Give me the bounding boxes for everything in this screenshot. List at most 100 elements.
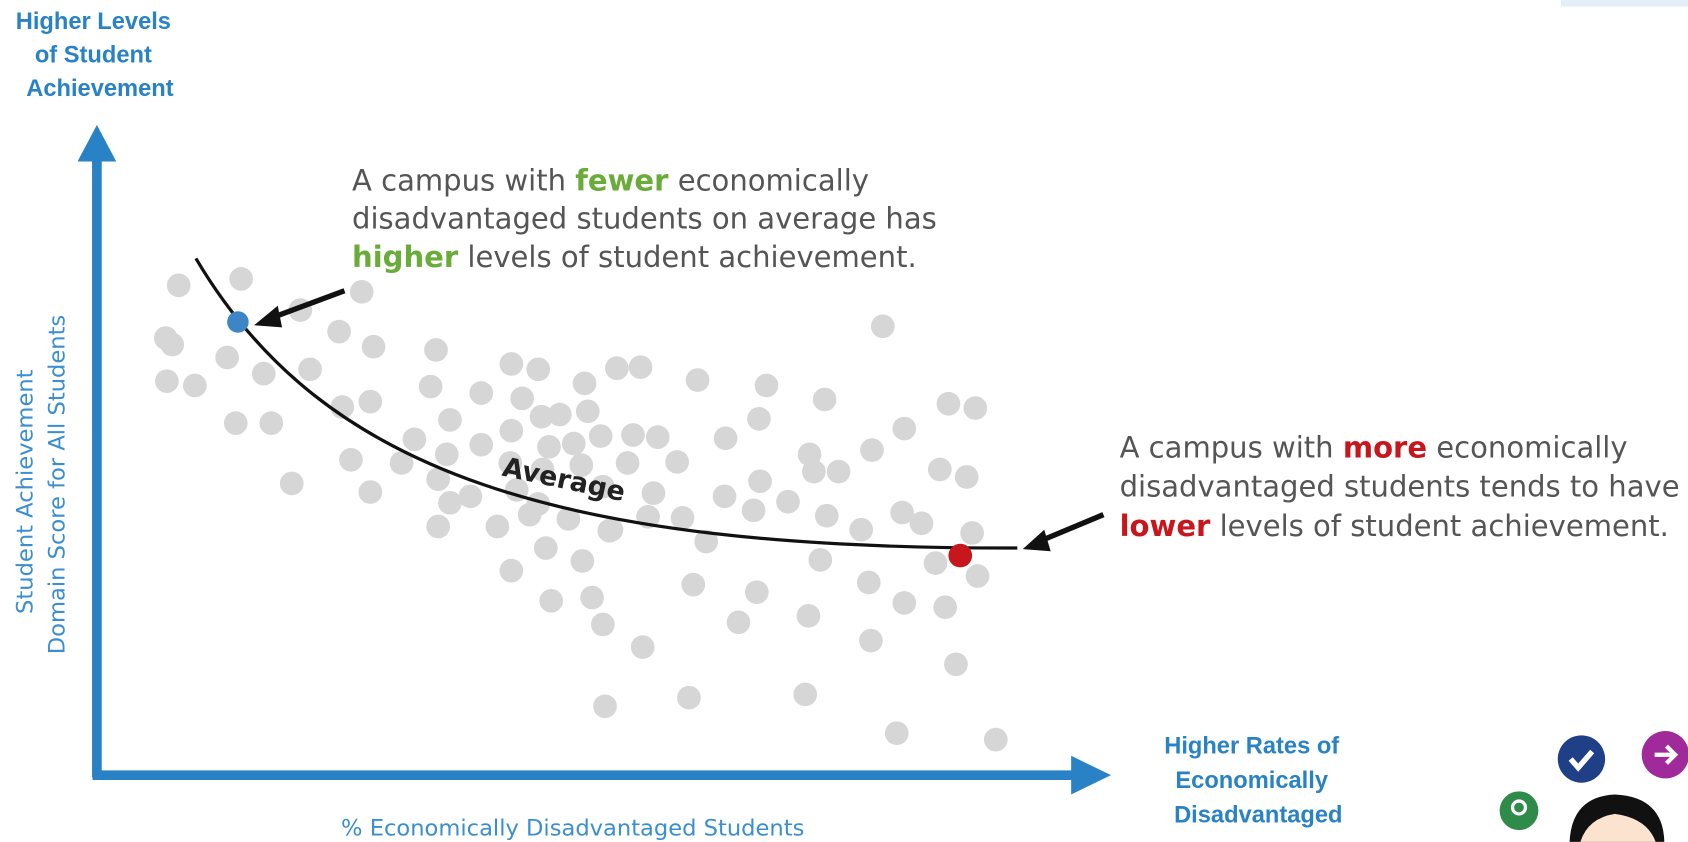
dot xyxy=(529,404,554,429)
dot xyxy=(183,373,207,398)
dot xyxy=(965,564,990,588)
dot xyxy=(556,507,581,531)
dot xyxy=(960,521,984,545)
dot xyxy=(621,423,645,447)
dot xyxy=(499,558,524,583)
dot xyxy=(744,580,769,605)
dot xyxy=(814,503,839,528)
dot xyxy=(215,345,239,370)
dot xyxy=(418,374,443,399)
dot xyxy=(927,457,952,482)
x-axis-label: % Economically Disadvantaged Students xyxy=(341,815,804,841)
dot xyxy=(983,727,1008,752)
dot xyxy=(537,434,561,459)
dot xyxy=(909,511,934,536)
dot xyxy=(223,411,248,435)
dot xyxy=(591,612,615,637)
y-arrowhead xyxy=(77,124,117,162)
dot xyxy=(694,529,719,554)
dot xyxy=(434,442,459,467)
dot xyxy=(681,572,706,597)
dot xyxy=(936,391,961,416)
dot xyxy=(712,484,737,509)
right-label: Higher Rates of Economically Disadvantag… xyxy=(1164,734,1342,829)
dot xyxy=(358,389,383,414)
y-axis-label: Student Achievement Domain Score for All… xyxy=(12,293,70,654)
dot xyxy=(469,432,494,457)
check-icon[interactable] xyxy=(1557,735,1606,783)
dot xyxy=(923,551,948,575)
dot xyxy=(776,489,800,514)
dot xyxy=(402,427,427,452)
dot xyxy=(793,682,818,707)
dot xyxy=(726,610,751,635)
annotation-more: A campus with more economically disadvan… xyxy=(1120,431,1680,544)
annotation-fewer: A campus with fewer economically disadva… xyxy=(0,0,983,274)
corner-bar xyxy=(1560,0,1688,7)
dot xyxy=(802,459,826,484)
icons xyxy=(1499,731,1688,842)
dot xyxy=(570,549,595,573)
dot xyxy=(498,451,523,475)
highlight-dot xyxy=(227,311,249,333)
dot xyxy=(677,685,701,710)
dot xyxy=(575,399,600,424)
dot xyxy=(339,447,363,472)
dot xyxy=(812,387,837,412)
dot xyxy=(155,369,179,394)
dot xyxy=(605,356,629,381)
dot xyxy=(892,591,917,615)
dot xyxy=(856,570,881,595)
dot xyxy=(526,357,551,382)
dot xyxy=(569,453,594,477)
dot xyxy=(358,480,383,504)
dot xyxy=(389,451,414,475)
dot xyxy=(499,418,524,443)
dot xyxy=(826,459,851,484)
dot xyxy=(884,721,909,746)
dot xyxy=(954,465,979,489)
dot xyxy=(259,411,284,435)
dot xyxy=(860,438,884,462)
dot xyxy=(630,635,655,659)
dot xyxy=(561,431,586,456)
dot xyxy=(859,628,883,653)
dot xyxy=(279,471,304,496)
dot xyxy=(251,361,276,386)
dot xyxy=(890,500,914,525)
dot xyxy=(530,457,555,482)
dot xyxy=(160,332,185,357)
badge-icon[interactable] xyxy=(1499,791,1539,831)
dot xyxy=(892,416,917,441)
dot xyxy=(166,273,191,298)
average-curve xyxy=(194,257,1018,550)
dot xyxy=(944,652,968,677)
dot xyxy=(597,518,622,543)
dot xyxy=(628,355,653,380)
dot xyxy=(796,604,821,628)
dot xyxy=(510,386,534,411)
dot xyxy=(458,484,483,509)
arrow xyxy=(268,288,346,322)
dot xyxy=(741,498,766,523)
dot xyxy=(588,424,613,448)
dot xyxy=(665,450,689,474)
x-arrowhead xyxy=(1071,755,1111,795)
dot xyxy=(485,514,510,539)
dot xyxy=(349,279,374,304)
dot xyxy=(438,490,462,515)
dot xyxy=(426,467,450,491)
arrowhead xyxy=(254,305,283,328)
arrow xyxy=(1037,512,1105,545)
top-label: Higher Levels of Student Achievement xyxy=(0,0,204,102)
dot xyxy=(539,588,564,613)
dot xyxy=(361,334,386,359)
dot xyxy=(963,396,988,420)
dot xyxy=(547,402,572,427)
dot xyxy=(229,267,253,291)
dot xyxy=(713,426,738,451)
highlight-dot xyxy=(948,543,973,568)
dot xyxy=(469,381,494,405)
dot xyxy=(572,371,597,396)
